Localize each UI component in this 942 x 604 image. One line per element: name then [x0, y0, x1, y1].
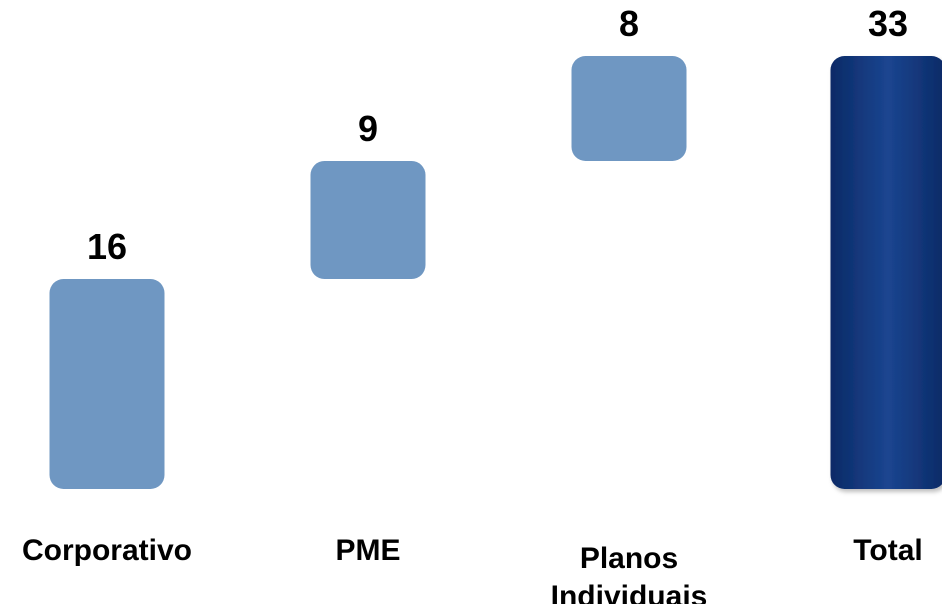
- category-label: Corporativo: [22, 534, 192, 567]
- data-label: 8: [619, 3, 639, 44]
- category-label-line: PME: [335, 534, 400, 567]
- data-label: 33: [868, 3, 908, 44]
- category-label-line: Total: [853, 534, 922, 567]
- bar-pme: [310, 160, 426, 280]
- category-label: PME: [335, 534, 400, 567]
- bar-group: [49, 56, 942, 489]
- bar-corporativo: [49, 279, 165, 489]
- data-label: 16: [87, 226, 127, 267]
- category-label-line: Corporativo: [22, 534, 192, 567]
- bar-planos-individuais: [571, 56, 687, 161]
- data-label: 9: [358, 108, 378, 149]
- category-label: Planos Individuais: [551, 542, 708, 604]
- category-label: Total: [853, 534, 922, 567]
- category-label-group: Corporativo PME Planos Individuais Total: [22, 534, 923, 604]
- category-label-line: Planos: [580, 542, 678, 575]
- category-label-line: Individuais: [551, 580, 708, 604]
- bar-total: [830, 56, 942, 489]
- data-label-group: 16 9 8 33: [87, 3, 908, 267]
